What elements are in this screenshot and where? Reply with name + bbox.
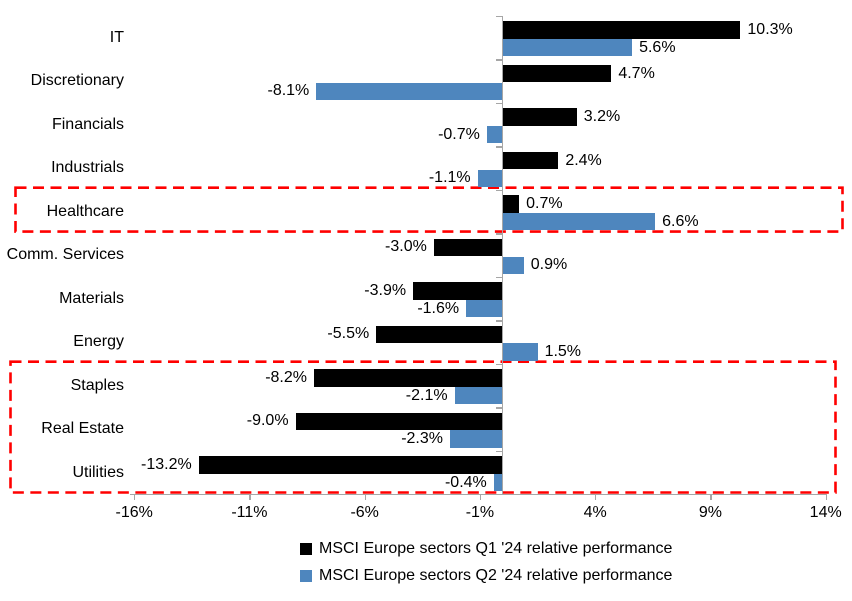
value-label-q2-energy: 1.5%	[544, 343, 582, 361]
bar-q2-real-estate	[449, 430, 503, 448]
value-label-q2-discretionary: -8.1%	[267, 82, 310, 100]
category-tick	[496, 146, 502, 148]
category-label-discretionary: Discretionary	[30, 72, 124, 90]
category-tick	[496, 59, 502, 61]
bar-q1-utilities	[198, 456, 503, 474]
bar-q1-healthcare	[503, 195, 520, 213]
category-label-healthcare: Healthcare	[46, 202, 124, 220]
bar-q1-real-estate	[295, 412, 503, 431]
value-label-q1-real-estate: -9.0%	[246, 412, 289, 430]
x-axis-tick	[595, 494, 597, 501]
value-label-q1-materials: -3.9%	[364, 281, 407, 299]
category-tick	[496, 276, 502, 279]
bar-q1-comm-services	[433, 238, 503, 257]
value-label-q1-energy: -5.5%	[327, 325, 370, 343]
x-axis-tick	[249, 494, 251, 501]
value-label-q1-utilities: -13.2%	[141, 455, 192, 473]
category-tick	[496, 16, 502, 18]
legend-swatch-q1-icon	[300, 543, 312, 555]
category-label-staples: Staples	[70, 376, 124, 394]
legend-swatch-q2-icon	[300, 570, 312, 582]
x-axis-label--16: -16%	[115, 504, 153, 521]
x-axis-label--11: -11%	[231, 504, 268, 521]
bar-q1-materials	[413, 282, 503, 300]
category-label-comm-services: Comm. Services	[6, 246, 124, 264]
category-label-industrials: Industrials	[51, 159, 124, 177]
value-label-q1-industrials: 2.4%	[565, 151, 602, 169]
value-label-q1-financials: 3.2%	[583, 108, 621, 126]
value-label-q2-real-estate: -2.3%	[401, 430, 443, 448]
x-axis-label--1: -1%	[465, 504, 495, 521]
value-label-q1-healthcare: 0.7%	[526, 194, 563, 212]
x-axis-tick	[825, 494, 827, 501]
x-axis-tick	[479, 494, 482, 501]
x-axis-label-4: 4%	[583, 504, 607, 521]
bar-q2-discretionary	[316, 82, 503, 100]
value-label-q2-comm-services: 0.9%	[530, 256, 568, 274]
category-tick	[496, 363, 502, 366]
value-label-q2-healthcare: 6.6%	[662, 212, 699, 230]
value-label-q1-comm-services: -3.0%	[385, 238, 427, 256]
bar-q1-discretionary	[503, 64, 612, 83]
highlight-box-healthcare	[14, 186, 844, 233]
value-label-q2-it: 5.6%	[639, 38, 676, 56]
category-tick	[496, 189, 502, 192]
bar-q1-it	[503, 21, 741, 39]
value-label-q2-industrials: -1.1%	[428, 169, 471, 187]
bar-q2-industrials	[477, 169, 503, 187]
legend-label-q2: MSCI Europe sectors Q2 '24 relative perf…	[319, 567, 673, 584]
bar-q2-it	[503, 39, 633, 57]
bar-q2-energy	[503, 343, 538, 361]
x-axis-tick	[364, 494, 366, 501]
value-label-q2-staples: -2.1%	[405, 386, 448, 404]
bar-q2-healthcare	[503, 213, 656, 231]
x-axis-tick	[134, 494, 136, 501]
bar-q1-financials	[503, 108, 577, 126]
zero-axis-line	[502, 16, 504, 495]
category-label-materials: Materials	[59, 289, 124, 307]
x-axis-label--6: -6%	[350, 504, 379, 521]
bar-q2-materials	[466, 299, 503, 318]
bar-q1-energy	[376, 325, 503, 344]
legend-item-q1: MSCI Europe sectors Q1 '24 relative perf…	[300, 540, 672, 558]
value-label-q1-it: 10.3%	[747, 21, 793, 39]
value-label-q1-discretionary: 4.7%	[618, 64, 655, 82]
bar-q1-industrials	[503, 151, 559, 170]
bar-q2-comm-services	[503, 256, 524, 274]
value-label-q2-utilities: -0.4%	[444, 473, 487, 491]
category-label-real-estate: Real Estate	[41, 420, 124, 438]
value-label-q2-financials: -0.7%	[438, 125, 480, 143]
category-label-energy: Energy	[73, 333, 124, 351]
category-tick	[496, 320, 502, 322]
x-axis-label-14: 14%	[809, 504, 842, 521]
category-label-it: IT	[109, 28, 124, 46]
bar-q1-staples	[313, 369, 503, 387]
value-label-q2-materials: -1.6%	[417, 299, 460, 317]
bar-q2-staples	[454, 386, 503, 405]
x-axis-line	[130, 494, 826, 496]
category-tick	[496, 102, 502, 105]
category-tick	[496, 407, 502, 409]
category-tick	[496, 233, 502, 235]
bar-q2-utilities	[493, 473, 503, 492]
category-label-utilities: Utilities	[72, 463, 124, 481]
legend-label-q1: MSCI Europe sectors Q1 '24 relative perf…	[319, 540, 673, 557]
category-tick	[496, 450, 502, 452]
x-axis-label-9: 9%	[698, 504, 722, 521]
legend-item-q2: MSCI Europe sectors Q2 '24 relative perf…	[300, 567, 672, 585]
value-label-q1-staples: -8.2%	[265, 368, 307, 386]
x-axis-tick	[710, 494, 712, 501]
bar-q2-financials	[486, 126, 503, 144]
category-label-financials: Financials	[51, 115, 124, 133]
